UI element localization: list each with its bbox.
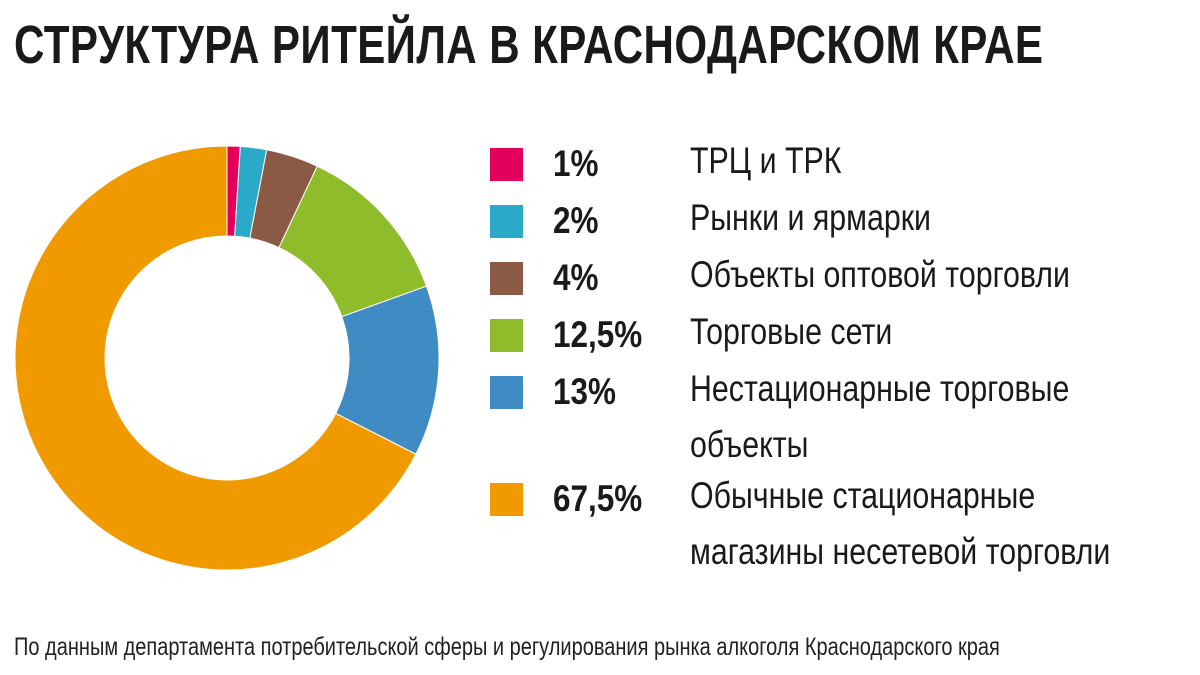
legend-label-line: ТРЦ и ТРК — [690, 140, 842, 181]
legend-label: Торговые сети — [690, 304, 892, 360]
legend-label: Рынки и ярмарки — [690, 190, 931, 246]
legend-value: 13% — [553, 371, 616, 412]
legend-swatch — [490, 205, 523, 238]
legend-label-line: магазины несетевой торговли — [690, 531, 1111, 572]
legend-label-line: Рынки и ярмарки — [690, 197, 931, 238]
legend-label: ТРЦ и ТРК — [690, 133, 841, 189]
legend-label-line: Обычные стационарные — [690, 475, 1036, 516]
donut-chart — [14, 145, 440, 571]
legend-swatch — [490, 376, 523, 409]
chart-title: СТРУКТУРА РИТЕЙЛА В КРАСНОДАРСКОМ КРАЕ — [14, 15, 1044, 75]
legend-swatch — [490, 148, 523, 181]
legend-label: Объекты оптовой торговли — [690, 247, 1070, 303]
legend-value: 2% — [553, 200, 599, 241]
legend-swatch — [490, 262, 523, 295]
legend-value: 1% — [553, 143, 599, 184]
legend-label-line: объекты — [690, 424, 809, 465]
legend-label: Обычные стационарные магазины несетевой т… — [690, 468, 1110, 580]
donut-slice — [14, 145, 417, 571]
legend-label-line: Нестационарные торговые — [690, 368, 1070, 409]
legend-value: 4% — [553, 257, 599, 298]
legend-value: 67,5% — [553, 478, 643, 519]
legend-label-line: Торговые сети — [690, 311, 893, 352]
legend-swatch — [490, 483, 523, 516]
legend-label: Нестационарные торговые объекты — [690, 361, 1069, 473]
legend-label-line: Объекты оптовой торговли — [690, 254, 1070, 295]
source-note: По данным департамента потребительской с… — [14, 633, 1000, 661]
legend-swatch — [490, 319, 523, 352]
legend-value: 12,5% — [553, 314, 643, 355]
